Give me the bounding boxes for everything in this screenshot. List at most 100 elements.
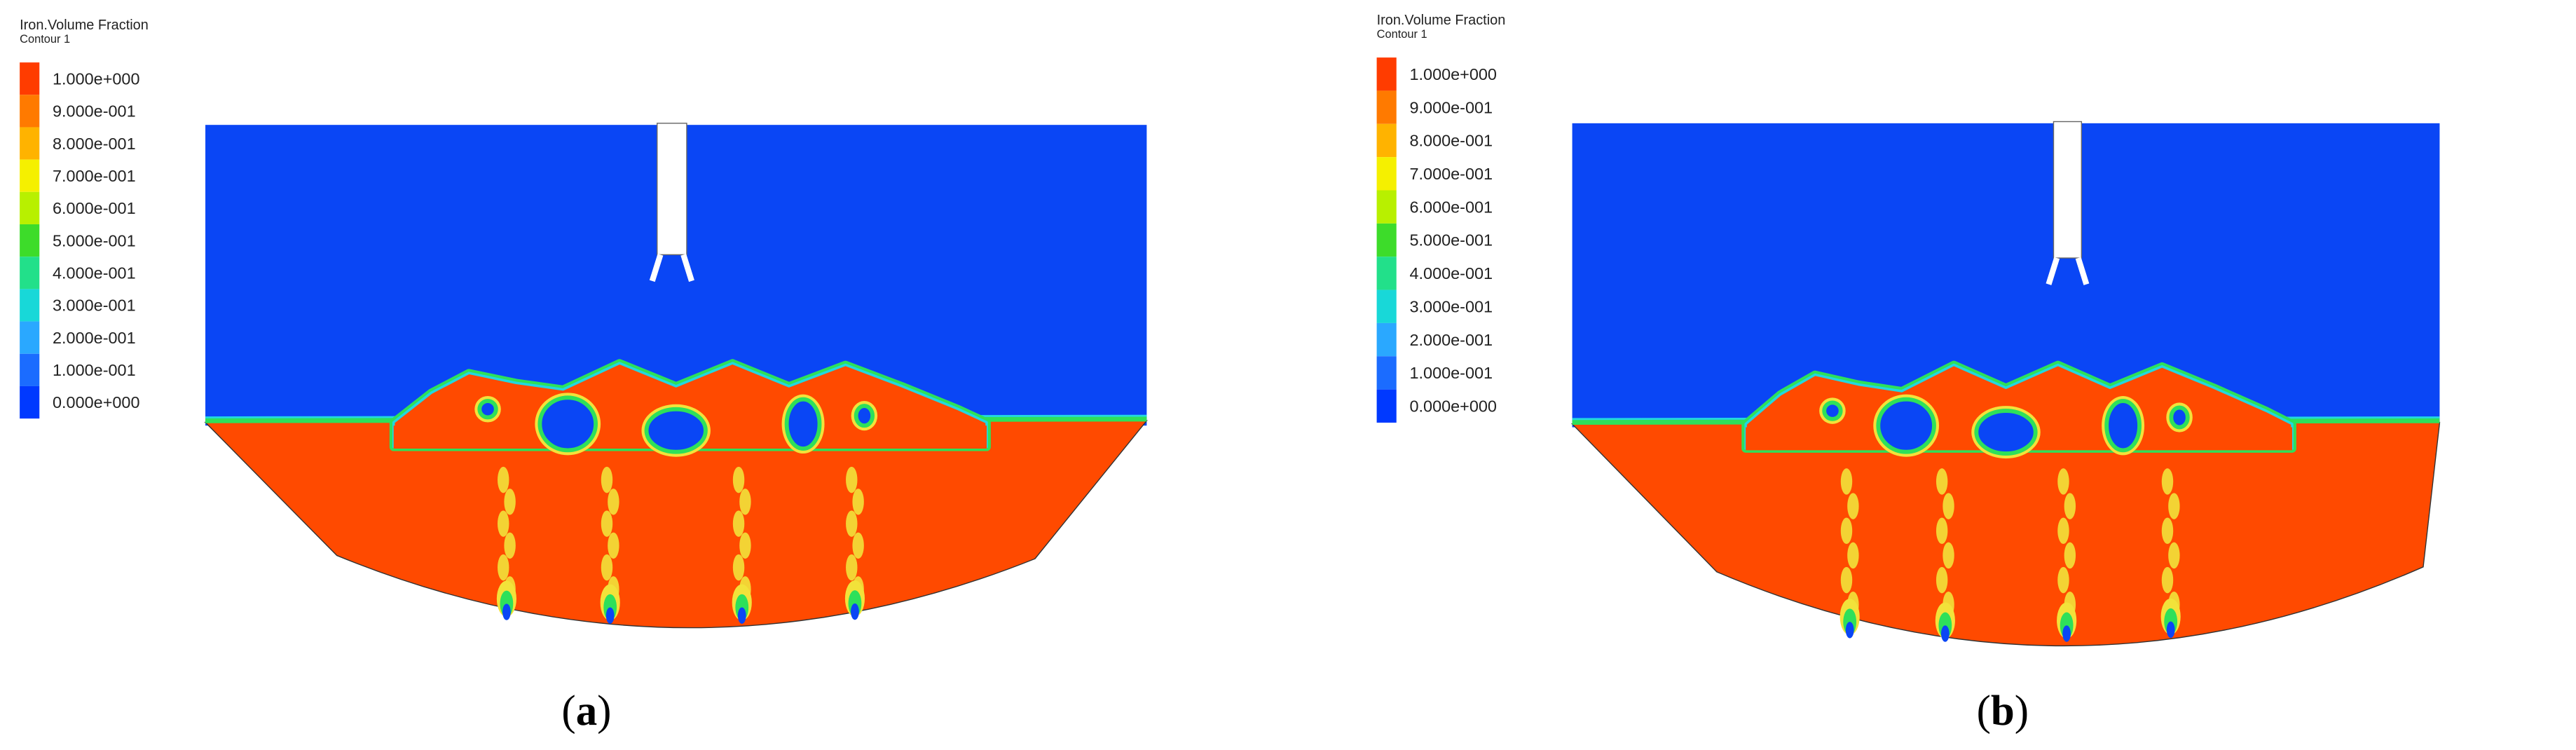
bubble (477, 399, 498, 420)
legend-swatch (1376, 356, 1397, 390)
streak (608, 532, 619, 559)
streak (498, 510, 509, 537)
legend-swatch (1376, 90, 1397, 124)
streak (732, 510, 745, 537)
jet (2166, 621, 2175, 639)
legend-label: 0.000e+000 (53, 393, 139, 411)
bubble (1822, 400, 1843, 421)
caption-part: b (1991, 688, 2015, 735)
streak (608, 489, 619, 515)
streak (601, 510, 613, 537)
legend-label: 1.000e+000 (1409, 65, 1496, 83)
streak (2064, 493, 2076, 519)
lance (657, 123, 687, 256)
streak (2168, 542, 2180, 569)
streak (504, 532, 516, 559)
streak (498, 466, 509, 493)
streak (1847, 493, 1859, 519)
streak (601, 554, 613, 581)
streak (601, 466, 613, 493)
iron-region (1570, 421, 2441, 647)
streak (846, 510, 858, 537)
legend-label: 9.000e-001 (1409, 98, 1493, 116)
legend-label: 6.000e-001 (1409, 198, 1493, 216)
legend-swatch (1376, 57, 1397, 91)
legend-swatch (20, 62, 40, 95)
legend-subtitle: Contour 1 (1377, 28, 1427, 41)
legend-label: 0.000e+000 (1409, 397, 1496, 416)
legend-swatch (20, 386, 40, 419)
legend-swatch (1376, 257, 1397, 290)
lance-tip (649, 254, 694, 282)
caption-part: ) (2015, 688, 2029, 735)
streak (1840, 468, 1853, 495)
legend-swatch (20, 321, 40, 354)
legend-swatch (1376, 289, 1397, 323)
streak (732, 554, 745, 581)
streak (2057, 468, 2069, 495)
caption-part: ( (1977, 688, 1991, 735)
streak (739, 532, 751, 559)
legend-swatch (20, 224, 40, 257)
streak (1943, 542, 1954, 569)
legend-title: Iron.Volume Fraction (1377, 13, 1506, 28)
legend-swatch (20, 353, 40, 386)
bubble (784, 397, 822, 451)
caption: (a) (561, 688, 611, 735)
legend-label: 1.000e-001 (53, 361, 136, 379)
legend-swatch (20, 257, 40, 289)
jet (605, 607, 615, 624)
streak (2161, 566, 2174, 594)
jet (502, 604, 511, 620)
legend-label: 8.000e-001 (1409, 132, 1493, 150)
streak (2168, 493, 2180, 519)
streak (1936, 566, 1948, 594)
streak (739, 489, 751, 515)
legend-label: 6.000e-001 (53, 199, 136, 217)
bubble (2169, 405, 2190, 430)
streak (732, 466, 745, 493)
legend-label: 1.000e-001 (1409, 364, 1493, 382)
bubble (1974, 409, 2038, 456)
streak (852, 489, 864, 515)
jet (851, 603, 859, 620)
legend-swatch (1376, 123, 1397, 158)
legend-swatch (1376, 322, 1397, 357)
slag-region (1572, 123, 2440, 428)
bubble (644, 407, 708, 454)
legend-swatch (1376, 157, 1397, 191)
streak (498, 554, 509, 581)
iron-region (204, 420, 1148, 629)
streak (2064, 542, 2076, 569)
streak (1943, 493, 1954, 519)
jet (2062, 625, 2071, 642)
streak (846, 554, 858, 581)
legend-subtitle: Contour 1 (20, 33, 70, 46)
legend-swatch (1376, 389, 1397, 423)
legend-label: 2.000e-001 (53, 329, 136, 347)
caption-part: a (576, 688, 597, 735)
bubble (1876, 397, 1936, 454)
streak (2161, 468, 2174, 495)
lance (2053, 121, 2083, 259)
legend-label: 4.000e-001 (53, 264, 136, 282)
legend-swatch (20, 159, 40, 192)
streak (1847, 542, 1859, 569)
jet (1845, 622, 1854, 639)
legend-label: 7.000e-001 (1409, 165, 1493, 183)
legend-swatch (20, 95, 40, 128)
legend-title: Iron.Volume Fraction (20, 18, 149, 33)
streak (1840, 517, 1853, 545)
legend-swatch (20, 289, 40, 322)
legend-label: 1.000e+000 (53, 69, 139, 88)
streak (1840, 566, 1853, 594)
caption: (b) (1977, 688, 2029, 735)
streak (2161, 517, 2174, 545)
legend-label: 8.000e-001 (53, 135, 136, 153)
legend-swatch (1376, 190, 1397, 224)
legend-label: 9.000e-001 (53, 102, 136, 121)
